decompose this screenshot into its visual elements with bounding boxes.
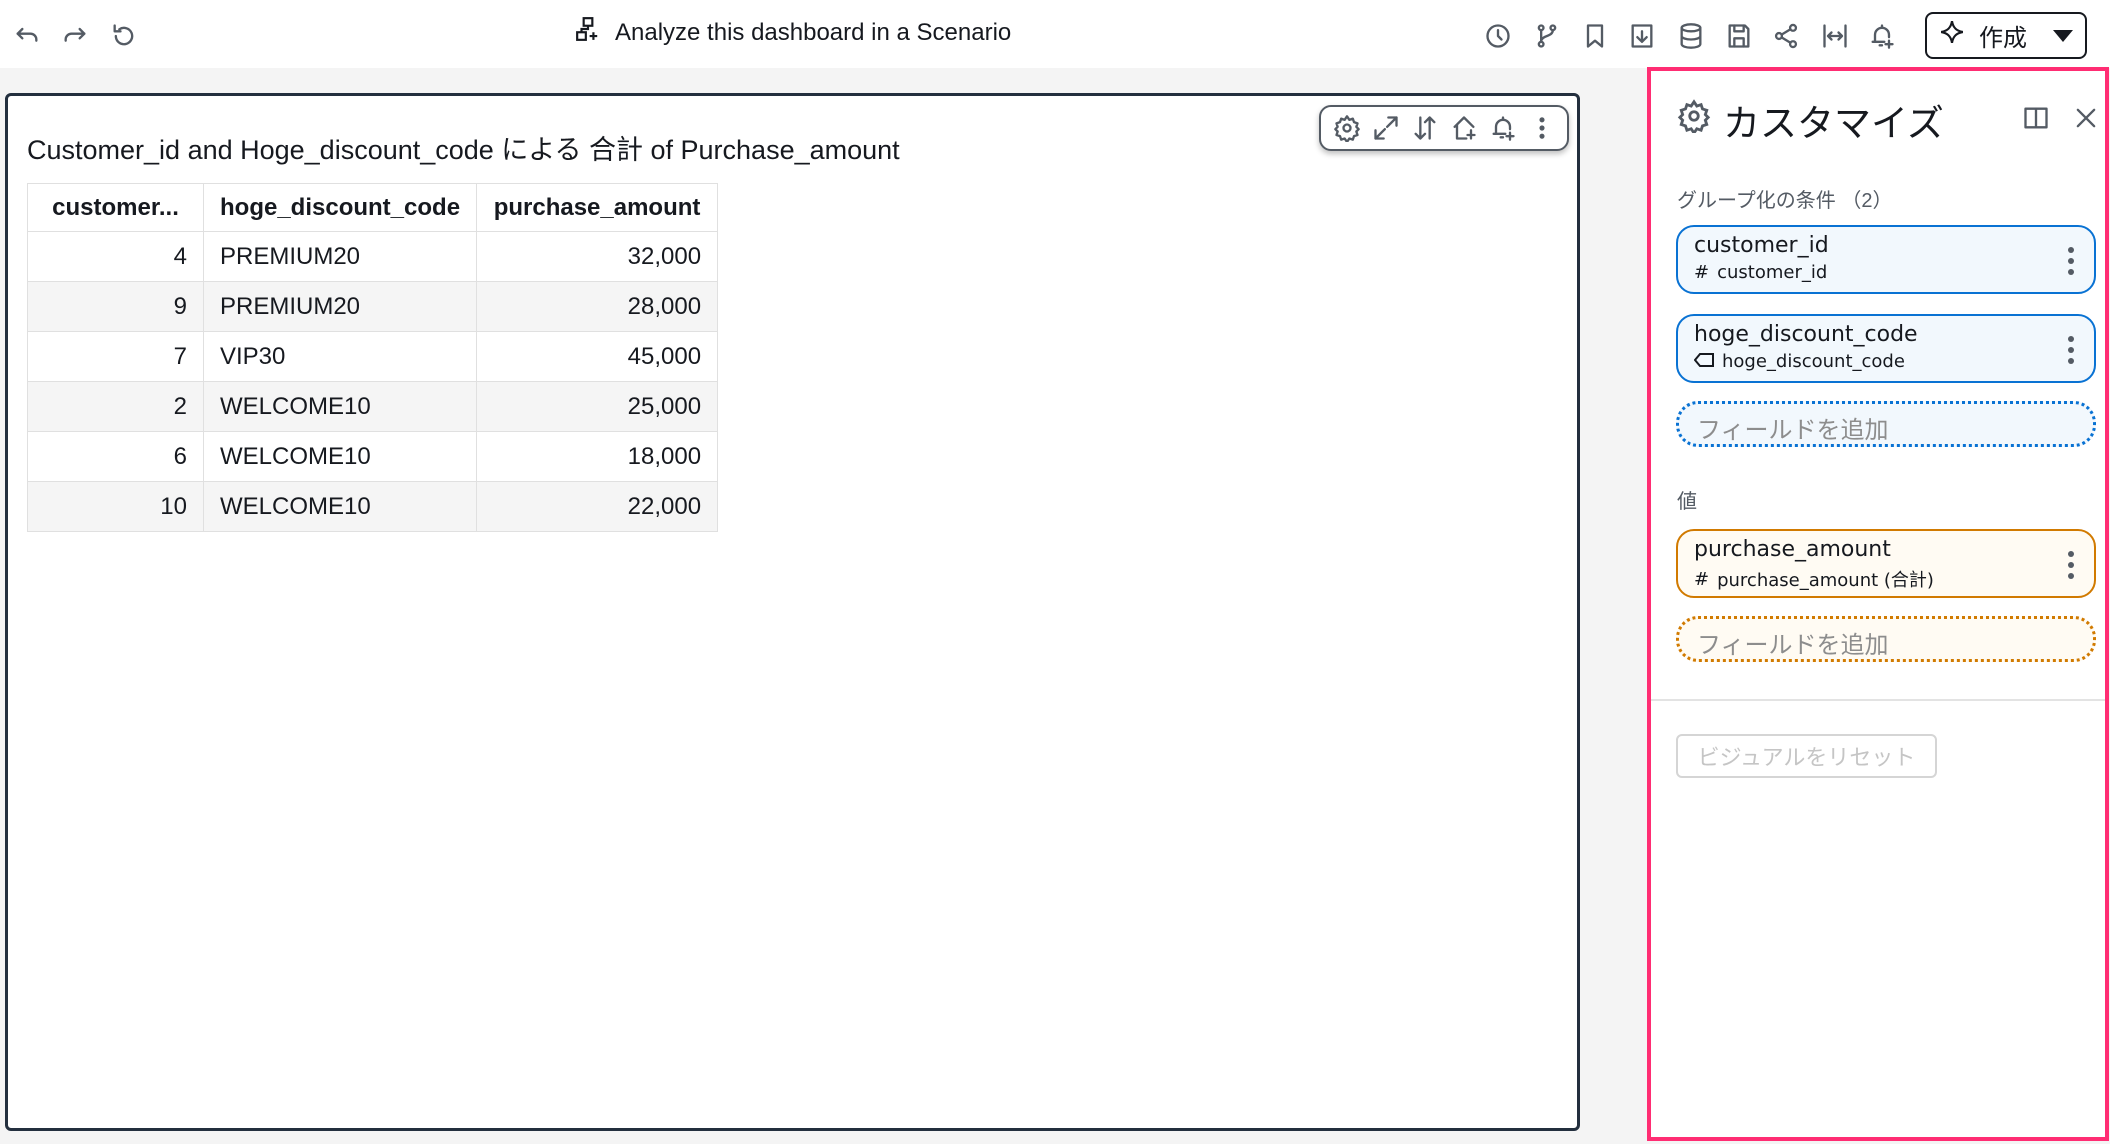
visual-title: Customer_id and Hoge_discount_code による 合… (27, 135, 900, 165)
table-cell: 22,000 (476, 481, 719, 532)
panel-title: カスタマイズ (1677, 93, 1944, 147)
panel-title-text: カスタマイズ (1723, 103, 1944, 144)
gear-edit-icon (1677, 98, 1711, 142)
history-icon[interactable] (1481, 19, 1515, 53)
table-cell: VIP30 (202, 331, 478, 382)
home-add-icon[interactable] (1450, 114, 1478, 142)
more-icon[interactable] (2068, 247, 2074, 275)
table-cell: WELCOME10 (202, 431, 478, 482)
share-icon[interactable] (1769, 19, 1803, 53)
redo-icon[interactable] (58, 19, 92, 53)
table-cell: 2 (27, 381, 204, 432)
table-cell: 18,000 (476, 431, 719, 482)
table-row[interactable]: 2 WELCOME10 25,000 (27, 381, 719, 432)
visual-toolbar (1319, 105, 1569, 151)
expand-icon[interactable] (1372, 114, 1400, 142)
table-cell: 4 (27, 231, 204, 282)
column-header[interactable]: purchase_amount (476, 183, 719, 232)
more-icon[interactable] (2068, 551, 2074, 579)
table-row[interactable]: 9 PREMIUM20 28,000 (27, 281, 719, 332)
group-field-hoge-discount-code[interactable]: hoge_discount_code hoge_discount_code (1676, 314, 2096, 383)
table-cell: 32,000 (476, 231, 719, 282)
table-cell: WELCOME10 (202, 381, 478, 432)
data-table: customer... hoge_discount_code purchase_… (27, 183, 719, 532)
table-row[interactable]: 7 VIP30 45,000 (27, 331, 719, 382)
group-by-label: グループ化の条件 （2） (1677, 190, 1893, 212)
dataset-icon[interactable] (1674, 19, 1708, 53)
sparkle-icon (1939, 19, 1965, 52)
column-header[interactable]: hoge_discount_code (202, 183, 478, 232)
customize-panel: カスタマイズ グループ化の条件 （2） customer_id # custome… (1647, 67, 2109, 1141)
alert-add-icon[interactable] (1865, 19, 1899, 53)
dock-panel-icon[interactable] (2019, 101, 2053, 135)
download-icon[interactable] (1625, 19, 1659, 53)
create-button[interactable]: 作成 (1925, 12, 2087, 59)
hash-icon: # (1694, 262, 1710, 283)
table-row[interactable]: 10 WELCOME10 22,000 (27, 481, 719, 532)
divider (1651, 699, 2105, 701)
field-source: hoge_discount_code (1722, 351, 1905, 372)
field-source: purchase_amount (合計) (1717, 570, 1934, 591)
table-cell: 9 (27, 281, 204, 332)
table-cell: WELCOME10 (202, 481, 478, 532)
tag-icon (1693, 351, 1714, 372)
scenario-label: Analyze this dashboard in a Scenario (615, 18, 1012, 46)
more-icon[interactable] (1528, 114, 1556, 142)
table-cell: 45,000 (476, 331, 719, 382)
table-cell: 25,000 (476, 381, 719, 432)
gear-icon[interactable] (1333, 114, 1361, 142)
field-name: customer_id (1694, 233, 1829, 258)
create-label: 作成 (1979, 25, 2027, 52)
reset-visual-button[interactable]: ビジュアルをリセット (1676, 734, 1937, 778)
top-toolbar: Analyze this dashboard in a Scenario 作成 (0, 0, 2110, 68)
table-row[interactable]: 4 PREMIUM20 32,000 (27, 231, 719, 282)
column-header[interactable]: customer... (27, 183, 204, 232)
value-field-purchase-amount[interactable]: purchase_amount # purchase_amount (合計) (1676, 529, 2096, 598)
sort-icon[interactable] (1411, 114, 1439, 142)
caret-down-icon (2053, 29, 2073, 42)
scenario-icon (575, 16, 601, 49)
table-visual[interactable]: Customer_id and Hoge_discount_code による 合… (5, 93, 1580, 1131)
undo-icon[interactable] (10, 19, 44, 53)
field-source: customer_id (1717, 262, 1828, 283)
save-icon[interactable] (1722, 19, 1756, 53)
bookmark-icon[interactable] (1578, 19, 1612, 53)
hash-icon: # (1694, 568, 1710, 590)
reset-icon[interactable] (107, 19, 141, 53)
add-value-field[interactable]: フィールドを追加 (1676, 616, 2096, 662)
close-icon[interactable] (2069, 101, 2103, 135)
table-cell: 6 (27, 431, 204, 482)
more-icon[interactable] (2068, 336, 2074, 364)
table-cell: 28,000 (476, 281, 719, 332)
add-group-field[interactable]: フィールドを追加 (1676, 401, 2096, 447)
group-field-customer-id[interactable]: customer_id # customer_id (1676, 225, 2096, 294)
fit-width-icon[interactable] (1818, 19, 1852, 53)
analyze-scenario-button[interactable]: Analyze this dashboard in a Scenario (575, 16, 1011, 49)
table-cell: 7 (27, 331, 204, 382)
table-row[interactable]: 6 WELCOME10 18,000 (27, 431, 719, 482)
field-name: hoge_discount_code (1694, 322, 1918, 347)
branch-icon[interactable] (1530, 19, 1564, 53)
table-cell: PREMIUM20 (202, 231, 478, 282)
table-cell: PREMIUM20 (202, 281, 478, 332)
table-cell: 10 (27, 481, 204, 532)
values-label: 値 (1677, 491, 1697, 513)
alert-add-icon[interactable] (1489, 114, 1517, 142)
field-name: purchase_amount (1694, 537, 1891, 562)
